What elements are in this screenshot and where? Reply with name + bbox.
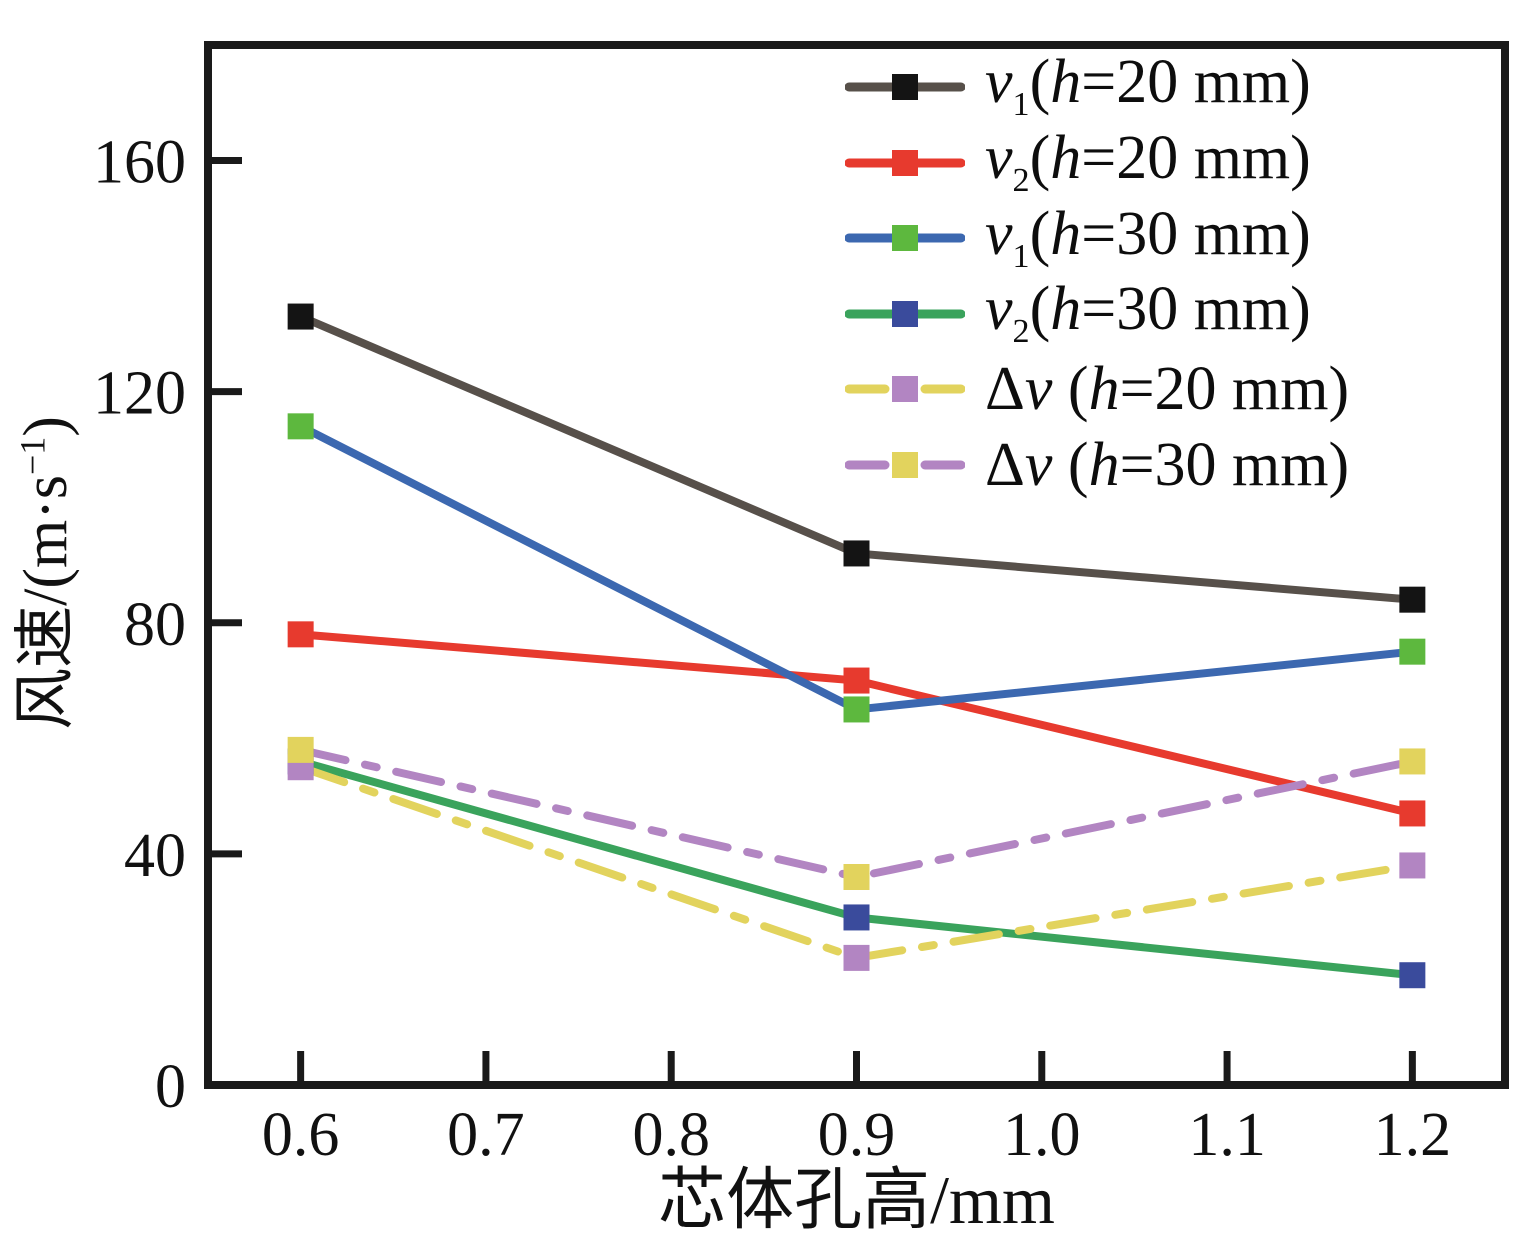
- legend-swatch-icon-v1-h20: [845, 74, 965, 100]
- legend-label-v2-h30: v2(h=30 mm): [985, 278, 1311, 349]
- legend-label-part: h: [1050, 48, 1082, 117]
- plot-border: [204, 41, 1509, 1089]
- legend-label-part: v: [985, 124, 1013, 193]
- series-marker-v2-h30: [843, 904, 870, 931]
- legend-swatch-icon-dv-h20: [845, 376, 965, 403]
- x-tick-label: 0.7: [447, 1101, 525, 1169]
- legend-entry-dv-h20: Δv (h=20 mm): [845, 351, 1349, 427]
- legend-label-part: Δ: [985, 355, 1025, 424]
- legend-swatch-icon-v2-h30: [845, 300, 965, 327]
- legend-label-part: =20 mm): [1119, 355, 1350, 424]
- x-tick-label: 1.2: [1374, 1101, 1452, 1169]
- series-marker-v1-h20: [287, 303, 314, 330]
- legend-label-part: 1: [1012, 237, 1030, 275]
- x-tick-label: 0.6: [262, 1101, 340, 1169]
- legend-entry-v1-h20: v1(h=20 mm): [845, 49, 1311, 125]
- legend-label-part: h: [1088, 355, 1120, 424]
- series-marker-v2-h30: [1399, 962, 1426, 989]
- x-tick-label: 1.0: [1003, 1101, 1081, 1169]
- series-marker-dv-h20: [843, 944, 870, 971]
- y-tick-label: 40: [124, 822, 186, 890]
- x-tick-label: 1.1: [1188, 1101, 1266, 1169]
- legend-label-part: v: [1024, 355, 1053, 424]
- legend-label-part: v: [985, 275, 1013, 344]
- legend-label-part: h: [1050, 275, 1082, 344]
- legend-label-part: =20 mm): [1081, 124, 1311, 193]
- legend-label-part: (: [1029, 275, 1051, 344]
- legend-swatch-icon-dv-h30: [845, 452, 965, 478]
- legend-label-part: 1: [1012, 86, 1030, 124]
- series-marker-v1-h20: [1399, 586, 1426, 613]
- legend-label-part: =30 mm): [1119, 431, 1350, 499]
- x-tick-label: 0.9: [818, 1101, 896, 1169]
- legend-label-part: (: [1029, 199, 1051, 268]
- legend-label-part: =30 mm): [1081, 275, 1311, 344]
- series-marker-v1-h30: [287, 413, 314, 440]
- legend-label-part: (: [1052, 355, 1089, 424]
- y-axis-title-close: ): [12, 416, 80, 437]
- legend-swatch-icon-v1-h30: [845, 225, 965, 252]
- legend-label-part: 2: [1012, 313, 1030, 351]
- series-marker-dv-h30: [287, 736, 314, 763]
- y-tick-label: 120: [93, 360, 186, 428]
- legend-label-part: Δ: [985, 431, 1025, 499]
- legend-label-part: (: [1029, 48, 1051, 117]
- series-marker-v2-h20: [1399, 800, 1426, 827]
- series-marker-v2-h20: [287, 621, 314, 648]
- y-tick-label: 80: [124, 591, 186, 659]
- series-marker-dv-h30: [843, 864, 870, 890]
- series-line-dv-h30: [296, 745, 1417, 881]
- legend-entry-v2-h20: v2(h=20 mm): [845, 125, 1311, 201]
- series-marker-v2-h20: [843, 667, 870, 694]
- legend-label-part: h: [1050, 124, 1082, 193]
- legend-label-part: (: [1029, 124, 1051, 193]
- series-marker-dv-h20: [1399, 852, 1426, 879]
- x-tick-label: 0.8: [632, 1101, 710, 1169]
- legend-label-part: 2: [1012, 162, 1030, 200]
- legend-label-v2-h20: v2(h=20 mm): [985, 127, 1311, 198]
- legend-label-part: =30 mm): [1081, 199, 1311, 268]
- legend-label-part: h: [1050, 199, 1082, 268]
- legend-label-part: (: [1052, 431, 1089, 499]
- legend-entry-dv-h30: Δv (h=30 mm): [845, 427, 1349, 503]
- legend-entry-v2-h30: v2(h=30 mm): [845, 276, 1311, 352]
- y-tick-label: 160: [93, 129, 186, 197]
- legend-swatch-icon-v2-h20: [845, 149, 965, 176]
- legend-label-v1-h30: v1(h=30 mm): [985, 203, 1311, 274]
- y-axis-title-text: 风速/(m·s: [12, 475, 80, 730]
- legend-label-v1-h20: v1(h=20 mm): [985, 51, 1311, 122]
- y-axis-title: 风速/(m·s−1): [12, 416, 80, 730]
- legend-label-part: h: [1088, 431, 1120, 499]
- legend-label-part: v: [985, 199, 1013, 268]
- legend-label-part: =20 mm): [1081, 48, 1311, 117]
- y-axis-title-superscript: −1: [12, 436, 53, 476]
- series-marker-dv-h30: [1399, 748, 1426, 775]
- legend-label-part: v: [1024, 431, 1053, 499]
- series-marker-v1-h20: [843, 540, 870, 567]
- legend-label-part: v: [985, 48, 1013, 117]
- legend-label-dv-h20: Δv (h=20 mm): [985, 358, 1349, 420]
- series-marker-v1-h30: [1399, 638, 1426, 665]
- legend-label-dv-h30: Δv (h=30 mm): [985, 434, 1349, 496]
- legend-entry-v1-h30: v1(h=30 mm): [845, 200, 1311, 276]
- series-marker-v1-h30: [843, 696, 870, 723]
- y-tick-label: 0: [155, 1053, 186, 1121]
- x-axis-title: 芯体孔高/mm: [658, 1162, 1055, 1238]
